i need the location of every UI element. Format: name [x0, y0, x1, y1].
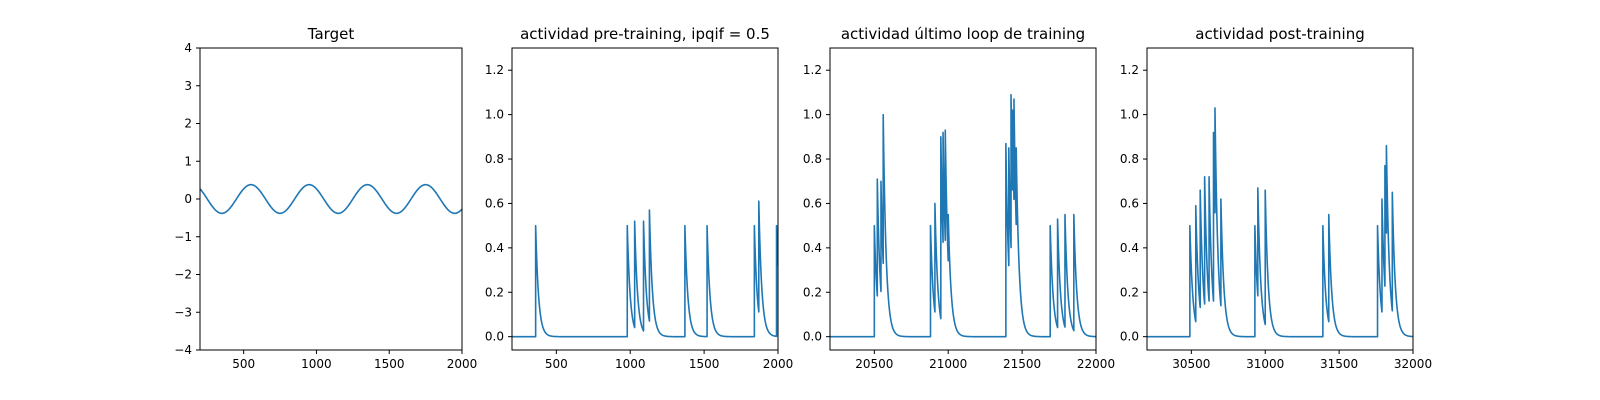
y-tick-label: −4 [174, 343, 192, 357]
y-tick-label: −2 [174, 268, 192, 282]
y-tick-label: 0.6 [1120, 196, 1139, 210]
y-tick-label: 0.0 [485, 330, 504, 344]
y-tick-label: 4 [184, 41, 192, 55]
series-line-1 [1147, 107, 1413, 338]
y-tick-label: 1.0 [803, 108, 822, 122]
axes-frame [829, 47, 1097, 351]
y-tick-label: 2 [184, 117, 192, 131]
y-tick-label: 0 [184, 192, 192, 206]
y-tick-label: 0.8 [485, 152, 504, 166]
axes-frame [511, 47, 779, 351]
y-tick-label: 1.2 [803, 63, 822, 77]
y-tick-label: 0.4 [803, 241, 822, 255]
x-tick-label: 2000 [763, 357, 794, 371]
x-tick-label: 2000 [447, 357, 478, 371]
x-tick-label: 500 [545, 357, 568, 371]
subplot-title: actividad post-training [1195, 25, 1364, 43]
y-tick-label: 1.2 [485, 63, 504, 77]
subplot-2: 500 1000 1500 2000 0.0 0.2 0.4 0.6 0.8 1.0 1.2 acti… [485, 25, 793, 371]
y-tick-label: 0.8 [1120, 152, 1139, 166]
x-tick-label: 1500 [374, 357, 405, 371]
y-tick-label: 1.0 [485, 108, 504, 122]
y-tick-label: 0.6 [803, 196, 822, 210]
y-tick-label: 0.2 [1120, 285, 1139, 299]
subplot-title: Target [307, 25, 355, 43]
y-tick-label: 3 [184, 79, 192, 93]
axes-frame [1146, 47, 1414, 351]
x-tick-label: 31500 [1320, 357, 1358, 371]
subplot-title: actividad pre-training, ipqif = 0.5 [520, 25, 770, 43]
subplot-title: actividad último loop de training [841, 25, 1085, 43]
x-tick-label: 32000 [1394, 357, 1432, 371]
y-tick-label: 1 [184, 154, 192, 168]
subplot-4: 30500 31000 31500 32000 0.0 0.2 0.4 0.6 0.8 1.0 1.… [1120, 25, 1432, 371]
subplot-3: 20500 21000 21500 22000 0.0 0.2 0.4 0.6 0.8 1.0 1.… [803, 25, 1115, 371]
x-tick-label: 31000 [1246, 357, 1284, 371]
y-tick-label: 0.0 [1120, 330, 1139, 344]
y-tick-label: 0.0 [803, 330, 822, 344]
y-tick-label: 0.2 [803, 285, 822, 299]
y-tick-label: 0.6 [485, 196, 504, 210]
y-tick-label: 0.8 [803, 152, 822, 166]
x-tick-label: 22000 [1077, 357, 1115, 371]
x-tick-label: 1000 [301, 357, 332, 371]
y-tick-label: 0.4 [485, 241, 504, 255]
y-tick-label: 0.4 [1120, 241, 1139, 255]
x-tick-label: 20500 [855, 357, 893, 371]
series-line-1 [512, 200, 778, 338]
x-tick-label: 21500 [1003, 357, 1041, 371]
x-tick-label: 1000 [615, 357, 646, 371]
y-tick-label: 0.2 [485, 285, 504, 299]
subplot-1: 500 1000 1500 2000 −4 −3 −2 −1 0 1 2 3 4 Target [174, 25, 477, 371]
x-tick-label: 500 [232, 357, 255, 371]
y-tick-label: −1 [174, 230, 192, 244]
x-tick-label: 30500 [1172, 357, 1210, 371]
y-tick-label: 1.0 [1120, 108, 1139, 122]
x-tick-label: 1500 [689, 357, 720, 371]
y-tick-label: −3 [174, 305, 192, 319]
y-tick-label: 1.2 [1120, 63, 1139, 77]
series-line-1 [830, 93, 1096, 338]
x-tick-label: 21000 [929, 357, 967, 371]
series-line-1 [200, 183, 462, 215]
